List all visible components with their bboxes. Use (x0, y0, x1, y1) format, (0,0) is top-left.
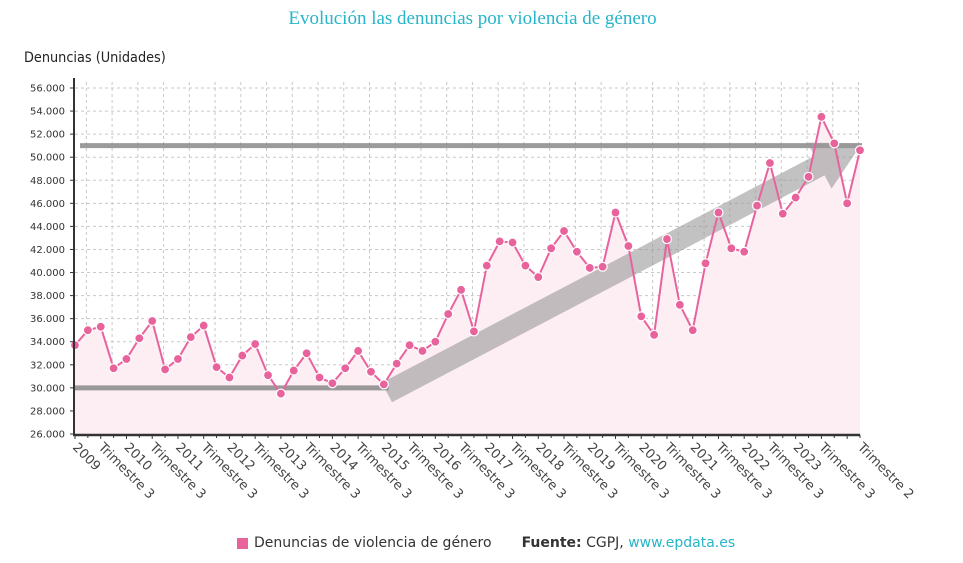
data-point (391, 358, 402, 369)
data-point (353, 345, 364, 357)
data-point (842, 198, 853, 209)
data-point (340, 363, 351, 374)
data-point (726, 243, 737, 254)
data-point (790, 192, 801, 203)
y-tick-label: 42.000 (30, 245, 65, 256)
y-tick-label: 50.000 (30, 153, 65, 164)
y-tick-label: 26.000 (30, 430, 65, 441)
data-point (301, 348, 312, 359)
y-tick-label: 54.000 (30, 107, 65, 118)
y-tick-label: 52.000 (30, 130, 65, 141)
data-point (404, 340, 415, 351)
source-credit: Fuente: CGPJ, www.epdata.es (522, 535, 736, 551)
data-point (661, 233, 673, 245)
data-point (546, 243, 557, 254)
data-point (378, 379, 389, 390)
y-tick-label: 40.000 (30, 268, 65, 279)
data-point (648, 329, 660, 340)
data-point (610, 207, 621, 218)
y-tick-label: 34.000 (30, 337, 65, 348)
data-point (584, 262, 595, 274)
data-point (237, 350, 248, 361)
data-point (417, 345, 428, 357)
data-point (468, 326, 480, 337)
data-point (751, 200, 763, 211)
source-label: Fuente: (521, 535, 582, 551)
trend-overlays (75, 142, 862, 403)
y-tick-label: 32.000 (30, 360, 65, 371)
y-tick-label: 28.000 (30, 406, 65, 417)
data-point (198, 320, 209, 331)
data-point (250, 338, 261, 350)
data-point (121, 353, 132, 365)
data-point (739, 246, 750, 257)
data-point (713, 207, 724, 218)
data-point (854, 145, 866, 156)
data-point (494, 236, 505, 247)
data-point (443, 308, 454, 320)
data-point (108, 363, 119, 374)
data-point (134, 333, 145, 344)
data-point (365, 366, 377, 377)
data-point (571, 246, 582, 257)
source-text: CGPJ, (586, 535, 624, 551)
data-point (314, 372, 325, 383)
data-point (262, 370, 274, 381)
x-tick-label: 2009 (69, 440, 103, 474)
data-point (597, 261, 608, 272)
data-point (224, 372, 235, 383)
chart-title: Evolución las denuncias por violencia de… (288, 8, 657, 29)
y-tick-label: 30.000 (30, 383, 65, 394)
data-point (507, 237, 518, 248)
data-point (520, 260, 531, 271)
data-point (275, 388, 287, 399)
data-point (623, 240, 634, 252)
source-link[interactable]: www.epdata.es (628, 535, 736, 551)
series-line (74, 113, 861, 396)
data-point (95, 321, 106, 332)
y-tick-label: 38.000 (30, 291, 65, 302)
y-tick-label: 46.000 (30, 199, 65, 210)
data-point (803, 171, 814, 182)
y-axis-label: Denuncias (Unidades) (24, 50, 166, 66)
data-point (674, 299, 685, 310)
y-ticks: 26.000 28.000 30.000 32.000 34.000 36.000 38.0… (30, 84, 75, 441)
legend-series-label[interactable]: Denuncias de violencia de género (254, 535, 492, 551)
series-points (69, 111, 866, 399)
data-point (430, 336, 441, 347)
data-point (700, 258, 711, 269)
data-point (455, 284, 467, 295)
data-point (558, 225, 570, 237)
data-point (159, 364, 171, 375)
data-point (481, 260, 492, 271)
legend-swatch (237, 537, 248, 549)
data-point (211, 362, 222, 373)
data-point (816, 111, 827, 122)
trend-arrow (381, 142, 862, 403)
y-tick-label: 44.000 (30, 222, 65, 233)
data-point (764, 157, 776, 169)
data-point (636, 311, 647, 322)
series-area-fill (75, 116, 860, 434)
y-tick-label: 56.000 (30, 84, 65, 95)
y-tick-label: 36.000 (30, 314, 65, 325)
data-point (777, 208, 788, 219)
y-tick-label: 48.000 (30, 176, 65, 187)
data-point (327, 378, 338, 389)
data-point (185, 332, 196, 343)
data-point (172, 353, 184, 365)
data-point (829, 138, 840, 149)
data-point (533, 272, 544, 283)
data-point (687, 325, 698, 336)
data-point (147, 315, 158, 327)
data-point (82, 325, 93, 336)
data-point (288, 365, 299, 376)
legend: Denuncias de violencia de género Fuente:… (237, 535, 735, 551)
